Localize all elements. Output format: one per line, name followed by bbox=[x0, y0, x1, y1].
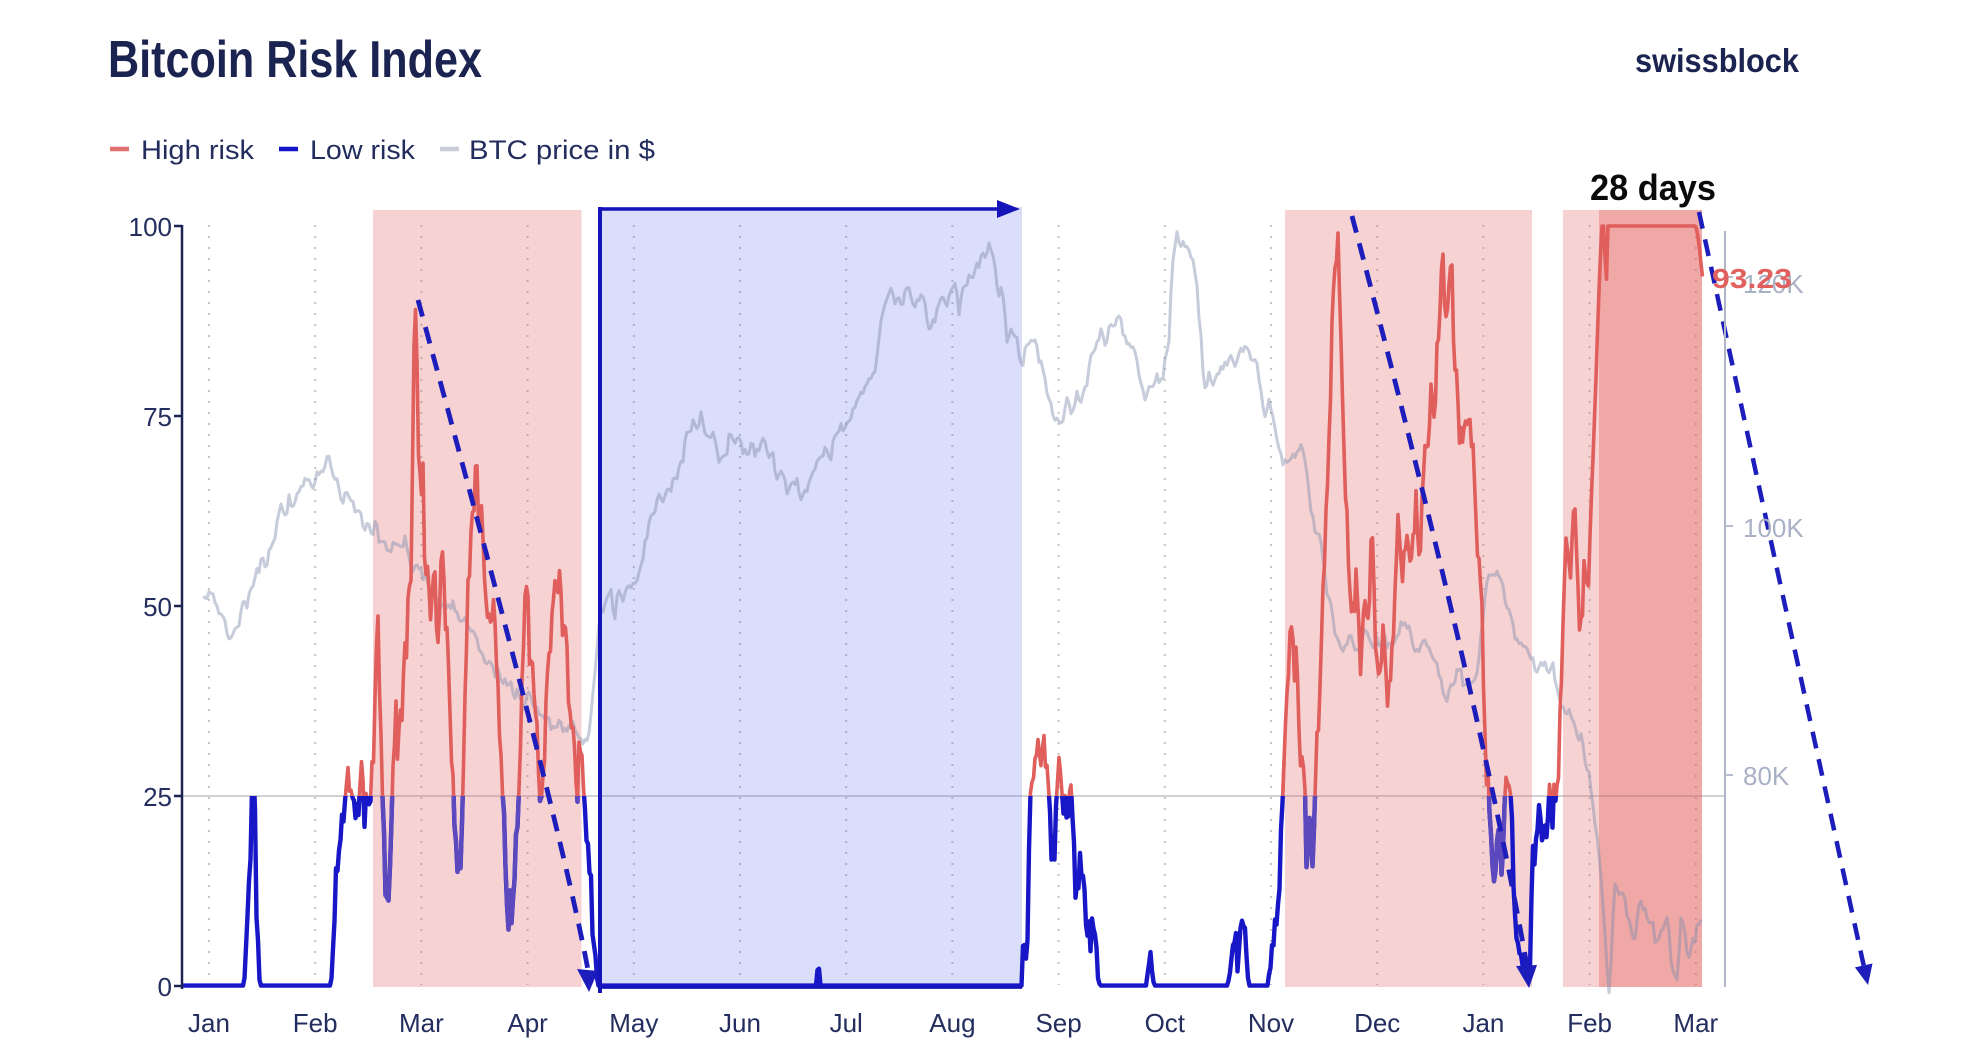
svg-text:Dec: Dec bbox=[1354, 1008, 1400, 1038]
svg-text:Feb: Feb bbox=[1567, 1008, 1612, 1038]
svg-text:High risk: High risk bbox=[141, 135, 255, 165]
svg-text:100K: 100K bbox=[1743, 513, 1804, 543]
svg-text:Nov: Nov bbox=[1248, 1008, 1294, 1038]
svg-text:80K: 80K bbox=[1743, 761, 1790, 791]
svg-text:May: May bbox=[609, 1008, 658, 1038]
svg-text:28 days: 28 days bbox=[1590, 167, 1716, 208]
svg-text:Jan: Jan bbox=[188, 1008, 230, 1038]
svg-text:Aug: Aug bbox=[929, 1008, 975, 1038]
svg-text:Bitcoin Risk Index: Bitcoin Risk Index bbox=[108, 31, 482, 89]
svg-text:Apr: Apr bbox=[507, 1008, 548, 1038]
svg-text:Mar: Mar bbox=[399, 1008, 444, 1038]
svg-text:93.23: 93.23 bbox=[1712, 263, 1792, 294]
svg-text:Mar: Mar bbox=[1673, 1008, 1718, 1038]
svg-text:75: 75 bbox=[143, 402, 172, 432]
svg-text:BTC price in $: BTC price in $ bbox=[469, 135, 655, 165]
svg-text:100: 100 bbox=[129, 212, 172, 242]
svg-text:25: 25 bbox=[143, 782, 172, 812]
svg-text:0: 0 bbox=[158, 972, 172, 1002]
svg-text:Low risk: Low risk bbox=[310, 135, 416, 165]
svg-text:120K: 120K bbox=[1743, 269, 1804, 299]
svg-text:Feb: Feb bbox=[293, 1008, 338, 1038]
svg-text:50: 50 bbox=[143, 592, 172, 622]
svg-text:Sep: Sep bbox=[1035, 1008, 1081, 1038]
svg-text:Jun: Jun bbox=[719, 1008, 761, 1038]
svg-text:Oct: Oct bbox=[1145, 1008, 1186, 1038]
svg-text:Jan: Jan bbox=[1462, 1008, 1504, 1038]
svg-text:Jul: Jul bbox=[830, 1008, 863, 1038]
svg-text:swissblock: swissblock bbox=[1635, 42, 1800, 79]
